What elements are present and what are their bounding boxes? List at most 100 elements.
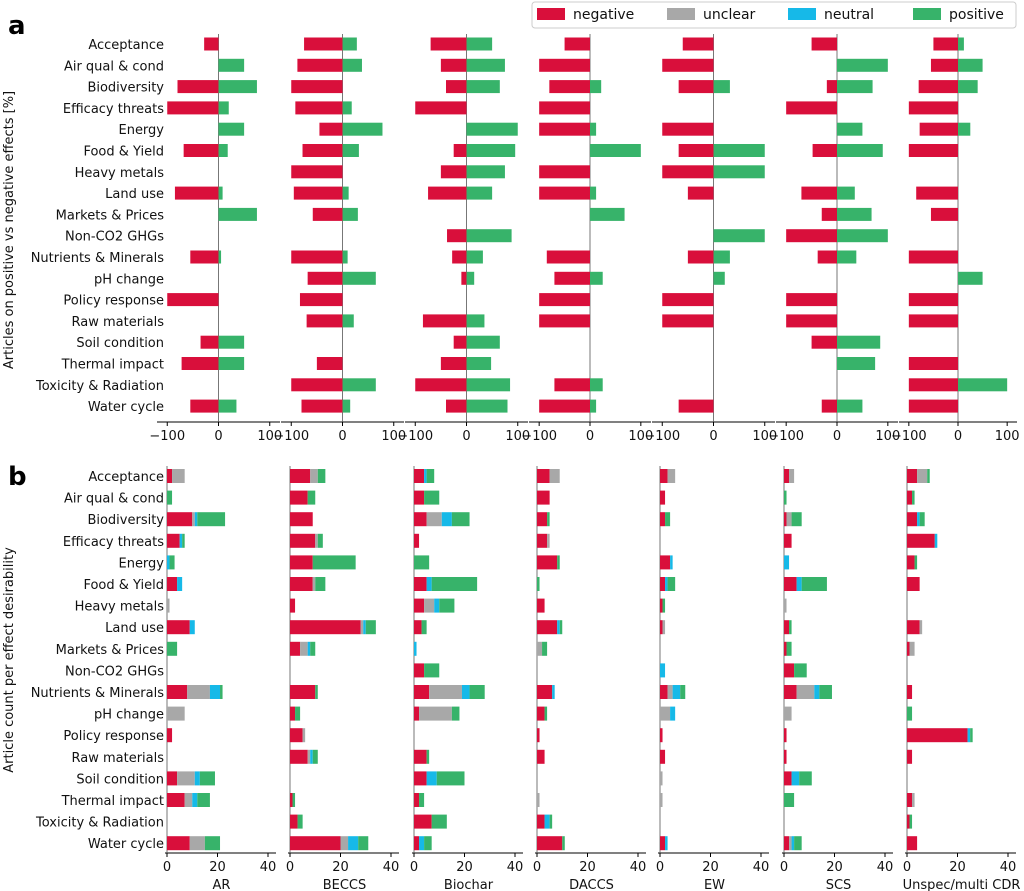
panel-b-tick-label: 0 [780,860,788,875]
bar-b-beccs-efficacy-threats-positive [317,533,323,548]
panel-a-category-heavy-metals: Heavy metals [75,166,165,181]
panel-a-tick-label: 100 [995,429,1020,444]
panel-letter-b: b [8,462,27,492]
bar-b-biochar-ph-change-positive [451,706,460,721]
bar-b-unspec-multi-cdr-land-use-negative [907,620,920,635]
bar-b-beccs-air-qual-cond-negative [290,490,308,505]
bar-b-scs-nutrients-minerals-positive [819,685,832,699]
bar-b-unspec-multi-cdr-toxicity-radiation-positive [909,814,913,829]
panel-a-tick-label: 0 [586,429,594,444]
bar-b-beccs-food-yield-negative [290,577,313,591]
bar-a-beccs-food-yield-positive [342,144,359,157]
bar-a-ar-policy-response-negative [167,293,219,307]
bar-a-beccs-energy-negative [319,122,343,136]
bar-b-beccs-ph-change-positive [295,706,301,721]
bar-a-scs-efficacy-threats-negative [786,101,837,115]
panel-a-tick-label: −100 [644,429,680,444]
bar-b-ar-heavy-metals-unclear [167,598,170,613]
panel-b-category-thermal-impact: Thermal impact [61,794,164,809]
bar-b-beccs-acceptance-unclear [310,469,318,483]
bar-b-unspec-multi-cdr-efficacy-threats-neutral [934,533,938,548]
bar-b-scs-markets-prices-negative [784,641,787,656]
bar-a-biochar-acceptance-negative [430,37,467,51]
bar-b-ar-soil-condition-neutral [194,771,200,786]
bar-a-biochar-non-co2-ghgs-positive [466,229,512,243]
bar-b-beccs-water-cycle-negative [290,836,341,851]
panel-a-tick-label: 0 [462,429,470,444]
bar-b-beccs-acceptance-positive [317,469,326,483]
bar-b-scs-acceptance-negative [784,469,790,483]
legend-swatch-unclear [667,8,695,20]
bar-a-biochar-raw-materials-positive [466,314,485,328]
bar-a-beccs-efficacy-threats-negative [295,101,343,115]
bar-b-daccs-air-qual-cond-negative [537,490,550,505]
bar-a-beccs-land-use-positive [342,186,349,200]
legend-label-negative: negative [573,7,634,23]
bar-b-ew-soil-condition-unclear [660,771,663,786]
panel-b-category-acceptance: Acceptance [88,470,164,485]
bar-b-biochar-heavy-metals-positive [439,598,455,613]
bar-b-unspec-multi-cdr-raw-materials-negative [907,749,913,764]
bar-a-scs-air-qual-cond-positive [837,58,888,72]
bar-a-biochar-heavy-metals-negative [440,165,467,179]
bar-a-scs-non-co2-ghgs-positive [837,229,888,243]
bar-b-beccs-nutrients-minerals-positive [315,685,318,699]
bar-b-biochar-nutrients-minerals-positive [469,685,485,699]
bar-b-ar-biodiversity-unclear [192,512,195,527]
bar-b-beccs-raw-materials-neutral [310,749,313,764]
legend: negative unclear neutral positive [531,1,1017,29]
panel-a-category-ph-change: pH change [94,272,164,287]
bar-b-beccs-efficacy-threats-unclear [315,533,318,548]
bar-b-scs-water-cycle-negative [784,836,790,851]
panel-b-tick-label: 0 [656,860,664,875]
bar-b-ar-efficacy-threats-negative [167,533,180,548]
bar-a-scs-food-yield-negative [812,144,837,157]
bar-b-daccs-nutrients-minerals-neutral [552,685,555,699]
bar-b-daccs-biodiversity-negative [537,512,548,527]
bar-a-daccs-toxicity-radiation-negative [554,378,590,392]
bar-b-ew-food-yield-negative [660,577,666,591]
bar-b-ew-biodiversity-negative [660,512,666,527]
bar-b-scs-food-yield-negative [784,577,797,591]
bar-b-ar-acceptance-negative [167,469,173,483]
bar-b-ew-water-cycle-negative [660,836,666,851]
panel-b-tick-label: 20 [456,860,473,875]
bar-a-daccs-nutrients-minerals-negative [546,250,590,264]
bar-a-daccs-biodiversity-positive [590,80,602,94]
bar-a-scs-energy-positive [837,122,863,136]
bar-b-ew-water-cycle-neutral [665,836,668,851]
bar-a-scs-acceptance-negative [811,37,837,51]
bar-b-ar-policy-response-negative [167,728,173,743]
bar-a-unspec-multi-cdr-thermal-impact-negative [908,357,958,370]
bar-a-biochar-water-cycle-positive [466,399,508,413]
bar-b-beccs-markets-prices-neutral [307,641,311,656]
bar-a-ar-acceptance-negative [204,37,219,51]
bar-a-unspec-multi-cdr-nutrients-minerals-negative [908,250,958,264]
bar-a-ew-biodiversity-negative [678,80,714,94]
bar-a-biochar-energy-positive [466,122,518,136]
bar-a-beccs-land-use-negative [293,186,343,200]
bar-b-daccs-policy-response-negative [537,728,540,743]
bar-a-scs-land-use-negative [801,186,837,200]
bar-b-daccs-efficacy-threats-negative [537,533,548,548]
bar-a-daccs-acceptance-negative [564,37,590,51]
bar-b-unspec-multi-cdr-acceptance-positive [927,469,930,483]
panel-b-category-food-yield: Food & Yield [83,578,164,593]
bar-a-daccs-energy-positive [590,122,597,136]
bar-b-biochar-air-qual-cond-positive [424,490,440,505]
bar-a-ar-water-cycle-negative [190,399,219,413]
bar-a-beccs-policy-response-negative [299,293,343,307]
bar-b-scs-land-use-positive [789,620,792,635]
legend-swatch-neutral [788,8,816,20]
legend-swatch-positive [913,8,941,20]
panel-a-ylabel: Articles on positive vs negative effects… [2,91,17,369]
bar-b-beccs-raw-materials-unclear [307,749,311,764]
bar-b-ew-acceptance-negative [660,469,668,483]
bar-b-biochar-acceptance-negative [414,469,425,483]
bar-b-unspec-multi-cdr-energy-positive [914,555,918,570]
bar-b-beccs-water-cycle-positive [358,836,369,851]
bar-b-biochar-land-use-negative [414,620,422,635]
bar-b-ar-biodiversity-negative [167,512,193,527]
bar-a-daccs-land-use-negative [539,186,590,200]
panel-b-tick-label: 0 [163,860,171,875]
